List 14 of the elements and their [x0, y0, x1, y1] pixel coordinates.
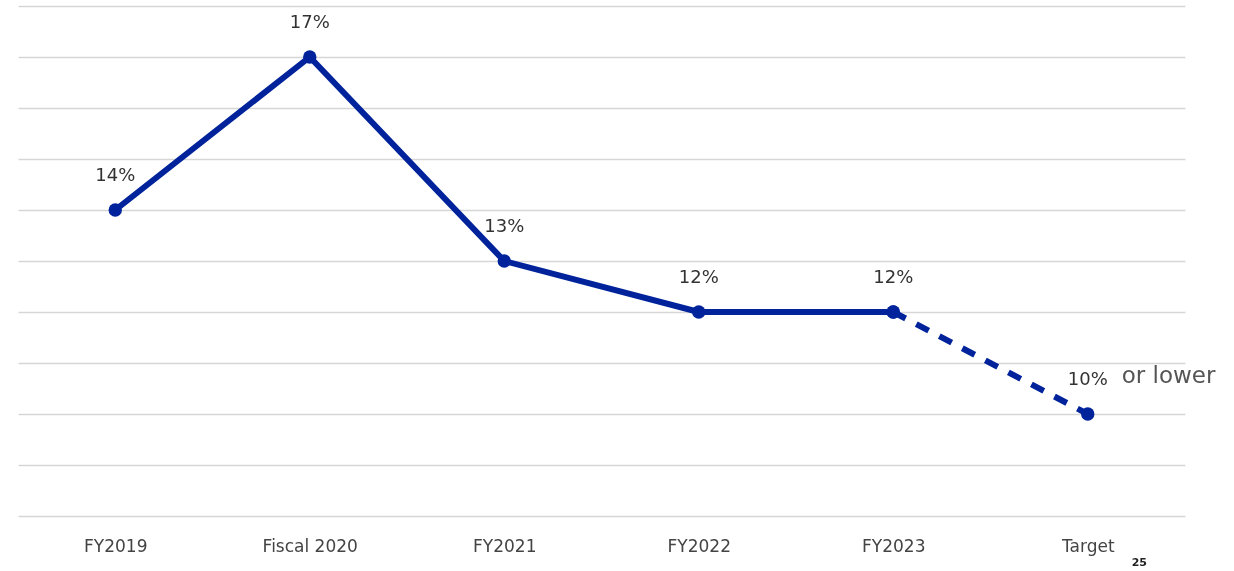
- x-tick-label: FY2019: [84, 535, 148, 556]
- data-label: 12%: [873, 266, 914, 287]
- data-label: 10%: [1067, 368, 1108, 389]
- annotation: or lower: [1121, 362, 1217, 388]
- x-tick-label: Target: [1060, 535, 1115, 556]
- x-tick-label: FY2021: [473, 535, 537, 556]
- data-label: 12%: [678, 266, 719, 287]
- x-tick-label: FY2023: [862, 535, 926, 556]
- x-tick-label: Fiscal 2020: [262, 535, 358, 556]
- text: 25: [1131, 556, 1147, 569]
- x-tick-label: FY2022: [667, 535, 731, 556]
- data-label: 17%: [289, 11, 330, 32]
- data-label: 13%: [484, 215, 525, 236]
- data-label: 14%: [95, 164, 136, 185]
